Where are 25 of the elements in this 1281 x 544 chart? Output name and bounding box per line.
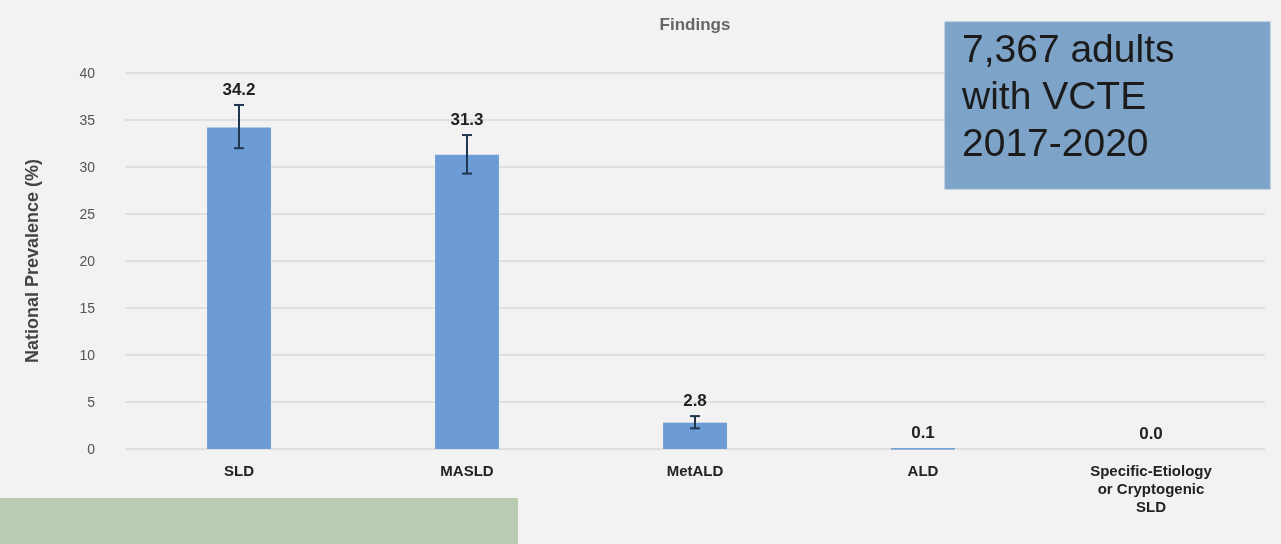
- data-label: 2.8: [683, 391, 707, 411]
- x-tick-label: MetALD: [666, 462, 724, 479]
- y-tick-label: 20: [79, 252, 96, 269]
- y-tick-label: 15: [79, 299, 96, 316]
- bar: [435, 154, 499, 449]
- y-tick-label: 25: [79, 205, 96, 222]
- y-tick-label: 10: [79, 346, 96, 363]
- chart-title: Findings: [659, 15, 731, 34]
- y-tick-label: 40: [79, 64, 96, 81]
- x-tick-label: Specific-Etiology or Cryptogenic SLD: [1090, 462, 1213, 515]
- y-tick-label: 5: [87, 393, 96, 410]
- y-tick-label: 30: [79, 158, 96, 175]
- x-tick-label: SLD: [224, 462, 255, 479]
- annotation: 7,367 adults with VCTE 2017-2020: [961, 27, 1175, 164]
- data-label: 0.0: [1139, 424, 1163, 443]
- y-tick-label: 0: [87, 440, 96, 457]
- x-tick-label: MASLD: [440, 462, 494, 479]
- bar: [207, 127, 271, 449]
- x-tick-label: ALD: [907, 462, 939, 479]
- data-label: 31.3: [450, 110, 484, 130]
- bar: [663, 422, 727, 449]
- y-axis-title: National Prevalence (%): [22, 158, 42, 364]
- data-label: 34.2: [222, 79, 256, 99]
- data-label: 0.1: [911, 423, 935, 443]
- y-tick-label: 35: [79, 111, 96, 128]
